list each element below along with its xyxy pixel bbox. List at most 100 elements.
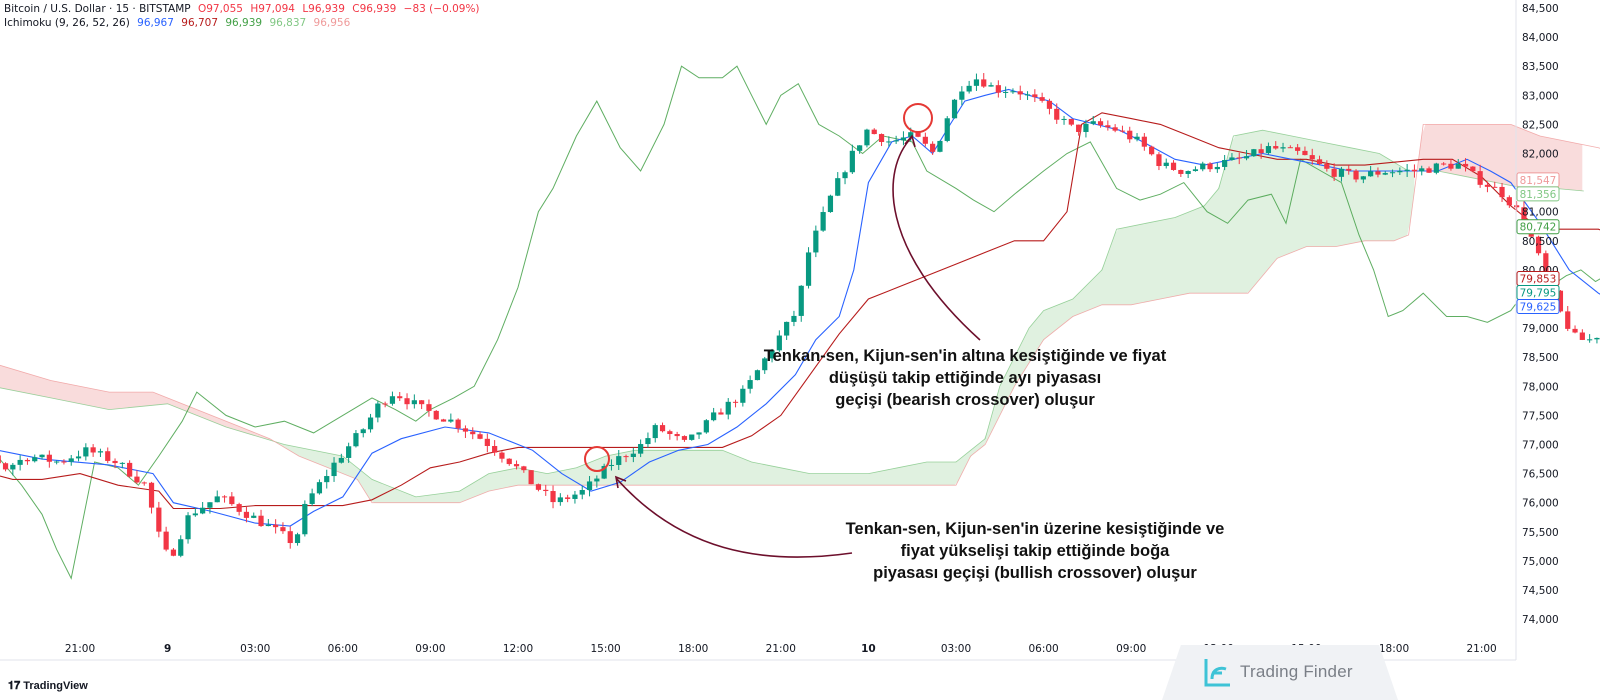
- candle-down: [1046, 100, 1053, 109]
- trading-finder-label: Trading Finder: [1240, 662, 1353, 681]
- candle-up: [900, 137, 907, 141]
- candle-down: [477, 434, 483, 439]
- candle-down: [1565, 311, 1571, 329]
- candle-up: [638, 444, 644, 454]
- candle-up: [1368, 171, 1374, 177]
- candle-up: [711, 412, 717, 421]
- candle-up: [1083, 123, 1089, 132]
- price-tick-label: 78,000: [1522, 381, 1559, 393]
- candle-down: [521, 466, 527, 471]
- candle-up: [1214, 166, 1220, 170]
- candle-up: [214, 496, 220, 503]
- candle-up: [1419, 168, 1425, 172]
- candle-up: [309, 493, 315, 504]
- indicator-title[interactable]: Ichimoku (9, 26, 52, 26): [4, 17, 130, 29]
- price-tick-label: 75,500: [1522, 527, 1559, 539]
- candle-down: [1411, 169, 1418, 172]
- candle-down: [1353, 170, 1359, 180]
- bearish-annotation-line: düşüşü takip ettiğinde ayı piyasası: [828, 369, 1102, 387]
- candle-up: [791, 315, 797, 322]
- candle-up: [10, 464, 16, 470]
- candle-up: [331, 462, 337, 477]
- candle-down: [397, 396, 403, 399]
- candle-up: [367, 417, 374, 430]
- candle-up: [448, 419, 454, 422]
- candle-down: [1521, 207, 1527, 227]
- price-tick-label: 84,500: [1522, 3, 1559, 15]
- candle-up: [389, 396, 396, 404]
- candle-down: [871, 129, 877, 135]
- price-tick-label: 74,000: [1522, 614, 1559, 626]
- bearish-annotation-line: Tenkan-sen, Kijun-sen'in altına kesiştiğ…: [763, 347, 1167, 365]
- candle-up: [601, 465, 607, 479]
- candle-down: [1295, 147, 1301, 151]
- candle-up: [586, 481, 593, 491]
- time-tick-label: 03:00: [240, 643, 270, 655]
- candle-down: [105, 451, 111, 461]
- candle-up: [689, 434, 695, 440]
- time-tick-label: 21:00: [766, 643, 796, 655]
- candle-down: [1535, 236, 1542, 254]
- price-label-text: 79,625: [1520, 301, 1557, 313]
- candle-up: [207, 502, 213, 508]
- price-tick-label: 75,000: [1522, 556, 1559, 568]
- time-tick-label: 09:00: [415, 643, 445, 655]
- price-tick-label: 83,500: [1522, 61, 1559, 73]
- price-label-box: [1516, 298, 1560, 314]
- ohlc-high: H97,094: [250, 3, 295, 15]
- candle-down: [659, 425, 666, 432]
- candle-up: [835, 178, 841, 196]
- candle-down: [1448, 163, 1454, 169]
- candle-up: [1265, 146, 1272, 154]
- candle-up: [83, 447, 89, 457]
- tradingview-logo[interactable]: 𝟏𝟕 TradingView: [8, 680, 88, 693]
- cloud-bullish: [275, 130, 1415, 503]
- candle-up: [740, 388, 746, 403]
- candle-down: [528, 470, 534, 485]
- candle-down: [1178, 169, 1184, 174]
- candle-down: [419, 400, 425, 405]
- candle-down: [995, 85, 1001, 93]
- bearish-annotation-line: geçişi (bearish crossover) oluşur: [835, 391, 1095, 409]
- candle-down: [543, 489, 549, 492]
- tradingview-icon: 𝟏𝟕: [8, 680, 21, 692]
- candle-down: [236, 504, 242, 512]
- chart-header: Bitcoin / U.S. Dollar · 15 · BITSTAMP O9…: [4, 3, 484, 15]
- bearish-arrow: [892, 136, 981, 341]
- price-tick-label: 77,000: [1522, 440, 1559, 452]
- candle-down: [127, 462, 133, 477]
- candle-down: [1375, 171, 1381, 175]
- bearish-annotation: Tenkan-sen, Kijun-sen'in altına kesiştiğ…: [735, 345, 1195, 411]
- candle-up: [630, 453, 636, 458]
- bullish-arrow: [615, 477, 853, 558]
- candle-up: [973, 79, 980, 86]
- ohlc-low: L96,939: [302, 3, 345, 15]
- candle-down: [462, 428, 469, 432]
- candle-up: [820, 212, 826, 231]
- candle-up: [842, 172, 848, 179]
- candle-down: [681, 436, 688, 440]
- candle-up: [178, 539, 184, 556]
- candle-down: [156, 507, 162, 532]
- candle-up: [346, 446, 352, 458]
- candle-down: [1426, 168, 1432, 173]
- candle-down: [1017, 91, 1023, 95]
- ohlc-close: C96,939: [352, 3, 397, 15]
- candle-up: [893, 140, 899, 142]
- candle-up: [725, 401, 731, 415]
- candle-down: [1119, 130, 1126, 132]
- candle-down: [565, 497, 571, 499]
- candle-down: [2, 463, 9, 470]
- time-tick-label: 12:00: [503, 643, 533, 655]
- symbol-title[interactable]: Bitcoin / U.S. Dollar · 15 · BITSTAMP: [4, 3, 191, 15]
- indicator-value-chikou: 96,939: [225, 17, 263, 29]
- candle-up: [375, 403, 381, 418]
- candle-down: [506, 458, 512, 465]
- candle-down: [499, 452, 505, 459]
- candle-up: [988, 85, 994, 87]
- candle-down: [1477, 171, 1483, 185]
- candle-up: [1382, 173, 1388, 175]
- candle-up: [645, 438, 651, 445]
- candle-down: [1346, 168, 1352, 171]
